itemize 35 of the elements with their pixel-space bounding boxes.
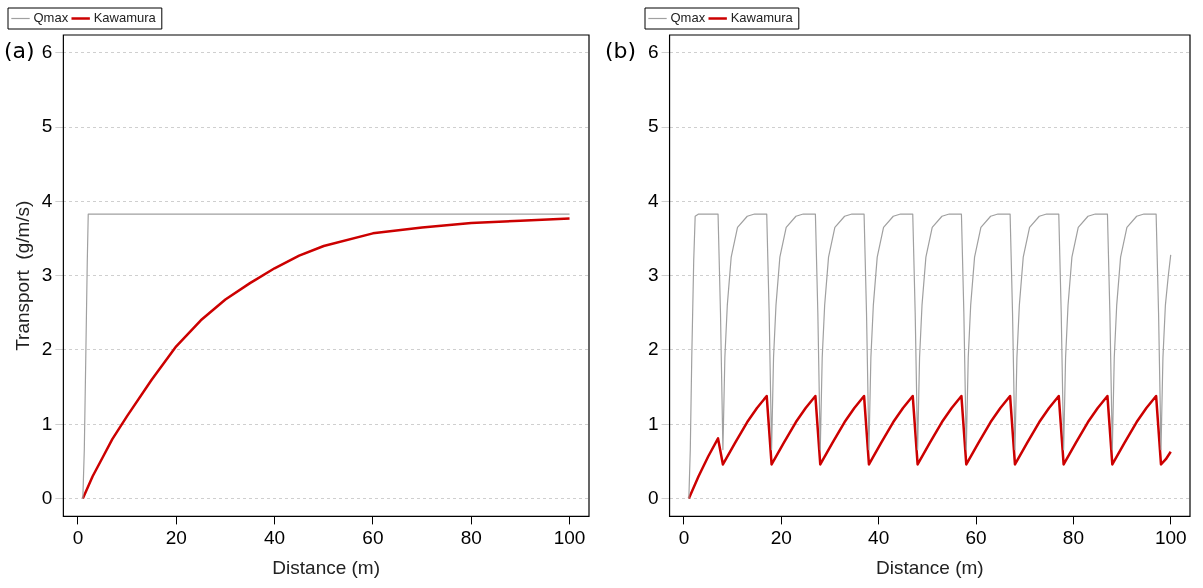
x-tick-label: 20	[770, 527, 792, 549]
y-tick-label: 6	[41, 41, 53, 63]
x-axis-title: Distance (m)	[875, 556, 984, 578]
y-tick-label: 0	[647, 486, 659, 508]
x-tick-label: 40	[868, 527, 890, 549]
x-tick-label: 20	[165, 527, 187, 549]
x-tick-label: 60	[965, 527, 987, 549]
legend-label: Kawamura	[93, 10, 157, 26]
y-tick-label: 4	[647, 189, 659, 211]
x-tick-label: 100	[553, 527, 586, 549]
y-tick-label: 2	[41, 338, 53, 360]
y-tick-label: 3	[41, 263, 53, 285]
y-tick-label: 5	[41, 115, 53, 137]
legend-label: Qmax	[670, 10, 706, 26]
y-tick-label: 0	[41, 486, 53, 508]
x-tick-label: 0	[72, 527, 84, 549]
x-axis-title: Distance (m)	[272, 556, 381, 578]
x-tick-label: 0	[678, 527, 690, 549]
y-tick-label: 6	[647, 41, 659, 63]
y-axis-title: Transport (g/m/s)	[11, 200, 33, 351]
x-tick-label: 80	[460, 527, 482, 549]
y-tick-label: 2	[647, 338, 659, 360]
x-tick-label: 80	[1062, 527, 1084, 549]
y-tick-label: 5	[647, 115, 659, 137]
y-tick-label: 1	[41, 412, 53, 434]
x-tick-label: 60	[362, 527, 384, 549]
x-tick-label: 100	[1154, 527, 1187, 549]
chart-title: (b)	[605, 38, 637, 63]
y-tick-label: 1	[647, 412, 659, 434]
legend-label: Kawamura	[730, 10, 794, 26]
y-tick-label: 3	[647, 263, 659, 285]
y-tick-label: 4	[41, 189, 53, 211]
x-tick-label: 40	[263, 527, 286, 549]
legend-label: Qmax	[33, 10, 69, 26]
chart-title: (a)	[4, 38, 35, 63]
